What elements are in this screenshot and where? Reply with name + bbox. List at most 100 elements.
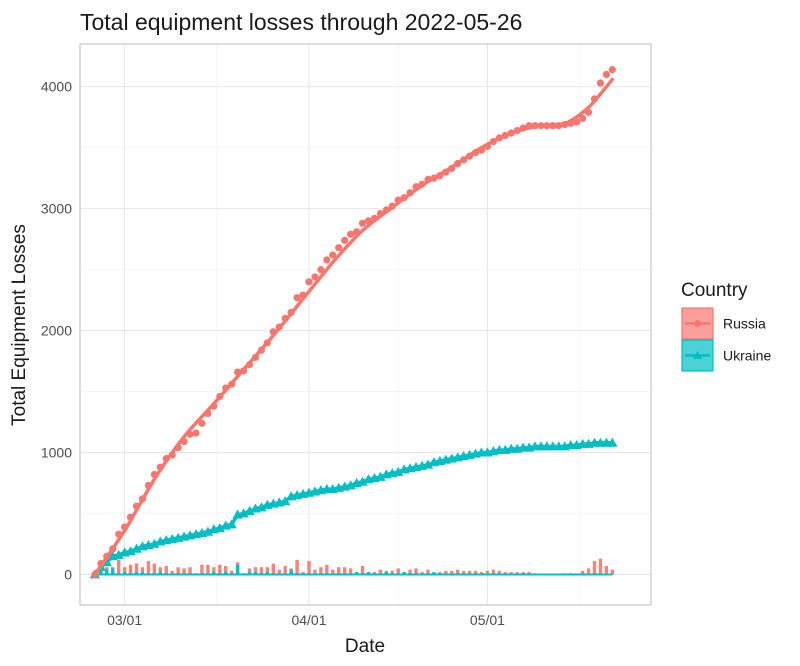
- daily-bar-russia: [592, 561, 597, 575]
- point-russia: [525, 122, 533, 130]
- daily-bar-russia: [521, 572, 525, 575]
- daily-bar-russia: [337, 567, 341, 575]
- point-russia: [596, 79, 605, 87]
- point-ukraine: [244, 505, 255, 515]
- point-russia: [245, 361, 254, 369]
- point-russia: [174, 444, 182, 452]
- point-russia: [222, 384, 230, 392]
- point-russia: [186, 430, 194, 438]
- daily-bar-russia: [283, 565, 287, 575]
- daily-bar-russia: [450, 570, 454, 575]
- point-russia: [210, 402, 218, 410]
- daily-bar-ukraine: [253, 572, 258, 575]
- daily-bar-russia: [229, 570, 234, 575]
- x-axis-title: Date: [345, 636, 385, 657]
- daily-bar-russia: [170, 570, 174, 575]
- point-russia: [109, 545, 117, 553]
- point-ukraine: [280, 496, 291, 506]
- point-ukraine: [607, 437, 618, 447]
- daily-bar-russia: [408, 569, 412, 575]
- point-russia: [388, 202, 396, 210]
- point-russia: [234, 368, 242, 376]
- daily-bar-russia: [438, 572, 442, 575]
- point-russia: [519, 124, 527, 132]
- point-russia: [507, 129, 515, 137]
- y-tick-label: 3000: [41, 201, 72, 217]
- point-russia: [608, 66, 616, 74]
- point-russia: [406, 189, 414, 197]
- daily-bar-russia: [247, 568, 252, 575]
- point-russia: [162, 455, 170, 463]
- point-ukraine: [149, 538, 160, 548]
- point-russia: [578, 114, 587, 122]
- y-tick-label: 0: [64, 567, 72, 583]
- point-russia: [150, 470, 158, 479]
- y-tick-label: 4000: [41, 79, 72, 95]
- point-russia: [394, 196, 402, 204]
- point-ukraine: [393, 466, 404, 476]
- point-russia: [198, 419, 206, 427]
- point-russia: [299, 291, 307, 299]
- point-russia: [192, 429, 200, 437]
- point-russia: [115, 530, 123, 538]
- point-russia: [138, 495, 147, 503]
- daily-bar-russia: [158, 567, 162, 575]
- point-ukraine: [238, 508, 249, 518]
- point-russia: [121, 523, 129, 531]
- point-russia: [376, 209, 384, 218]
- daily-bar-russia: [152, 563, 157, 575]
- daily-bar-russia: [610, 569, 615, 575]
- daily-bar-ukraine: [122, 572, 127, 575]
- point-russia: [216, 392, 224, 401]
- point-russia: [341, 236, 349, 244]
- daily-bar-ukraine: [402, 572, 406, 575]
- legend: Country Russia Ukraine: [681, 280, 771, 372]
- point-russia: [442, 168, 450, 176]
- legend-key-marker-russia: [694, 320, 701, 327]
- daily-bar-russia: [527, 572, 531, 575]
- point-russia: [448, 164, 456, 172]
- daily-bar-russia: [295, 559, 299, 575]
- point-russia: [561, 120, 569, 129]
- point-ukraine: [345, 480, 356, 490]
- daily-bar-russia: [390, 570, 394, 575]
- point-ukraine: [214, 522, 225, 533]
- daily-bar-ukraine: [384, 572, 389, 575]
- daily-bar-russia: [176, 567, 180, 575]
- point-russia: [537, 122, 545, 130]
- chart-title: Total equipment losses through 2022-05-2…: [80, 9, 522, 35]
- daily-bar-russia: [485, 570, 490, 575]
- point-russia: [555, 122, 563, 130]
- legend-label-russia: Russia: [723, 316, 766, 332]
- daily-bar-russia: [277, 569, 281, 575]
- point-russia: [132, 502, 141, 510]
- daily-bar-russia: [301, 572, 305, 575]
- point-russia: [180, 437, 188, 446]
- daily-bar-russia: [360, 565, 365, 575]
- point-russia: [412, 183, 420, 191]
- daily-bar-russia: [396, 568, 400, 575]
- daily-bar-russia: [331, 569, 335, 575]
- daily-bar-russia: [444, 570, 448, 575]
- daily-bar-russia: [218, 564, 222, 575]
- point-russia: [430, 174, 438, 182]
- x-tick-label: 03/01: [107, 612, 142, 628]
- daily-bar-russia: [271, 563, 276, 575]
- point-russia: [103, 552, 111, 560]
- daily-bar-russia: [378, 569, 383, 575]
- daily-bar-russia: [116, 559, 121, 575]
- point-ukraine: [202, 526, 214, 536]
- plot-area: 0 1000 2000 3000 4000 03/01 04/01 05/01: [41, 43, 652, 628]
- daily-bar-russia: [224, 565, 228, 575]
- daily-bar-russia: [414, 568, 418, 575]
- daily-bar-russia: [265, 567, 270, 575]
- point-russia: [584, 108, 593, 116]
- daily-bar-ukraine: [265, 572, 270, 575]
- point-ukraine: [422, 459, 434, 469]
- point-russia: [275, 323, 283, 331]
- point-russia: [460, 156, 468, 164]
- daily-bar-russia: [503, 572, 507, 575]
- daily-bar-ukraine: [111, 568, 115, 575]
- daily-bar-ukraine: [212, 572, 216, 575]
